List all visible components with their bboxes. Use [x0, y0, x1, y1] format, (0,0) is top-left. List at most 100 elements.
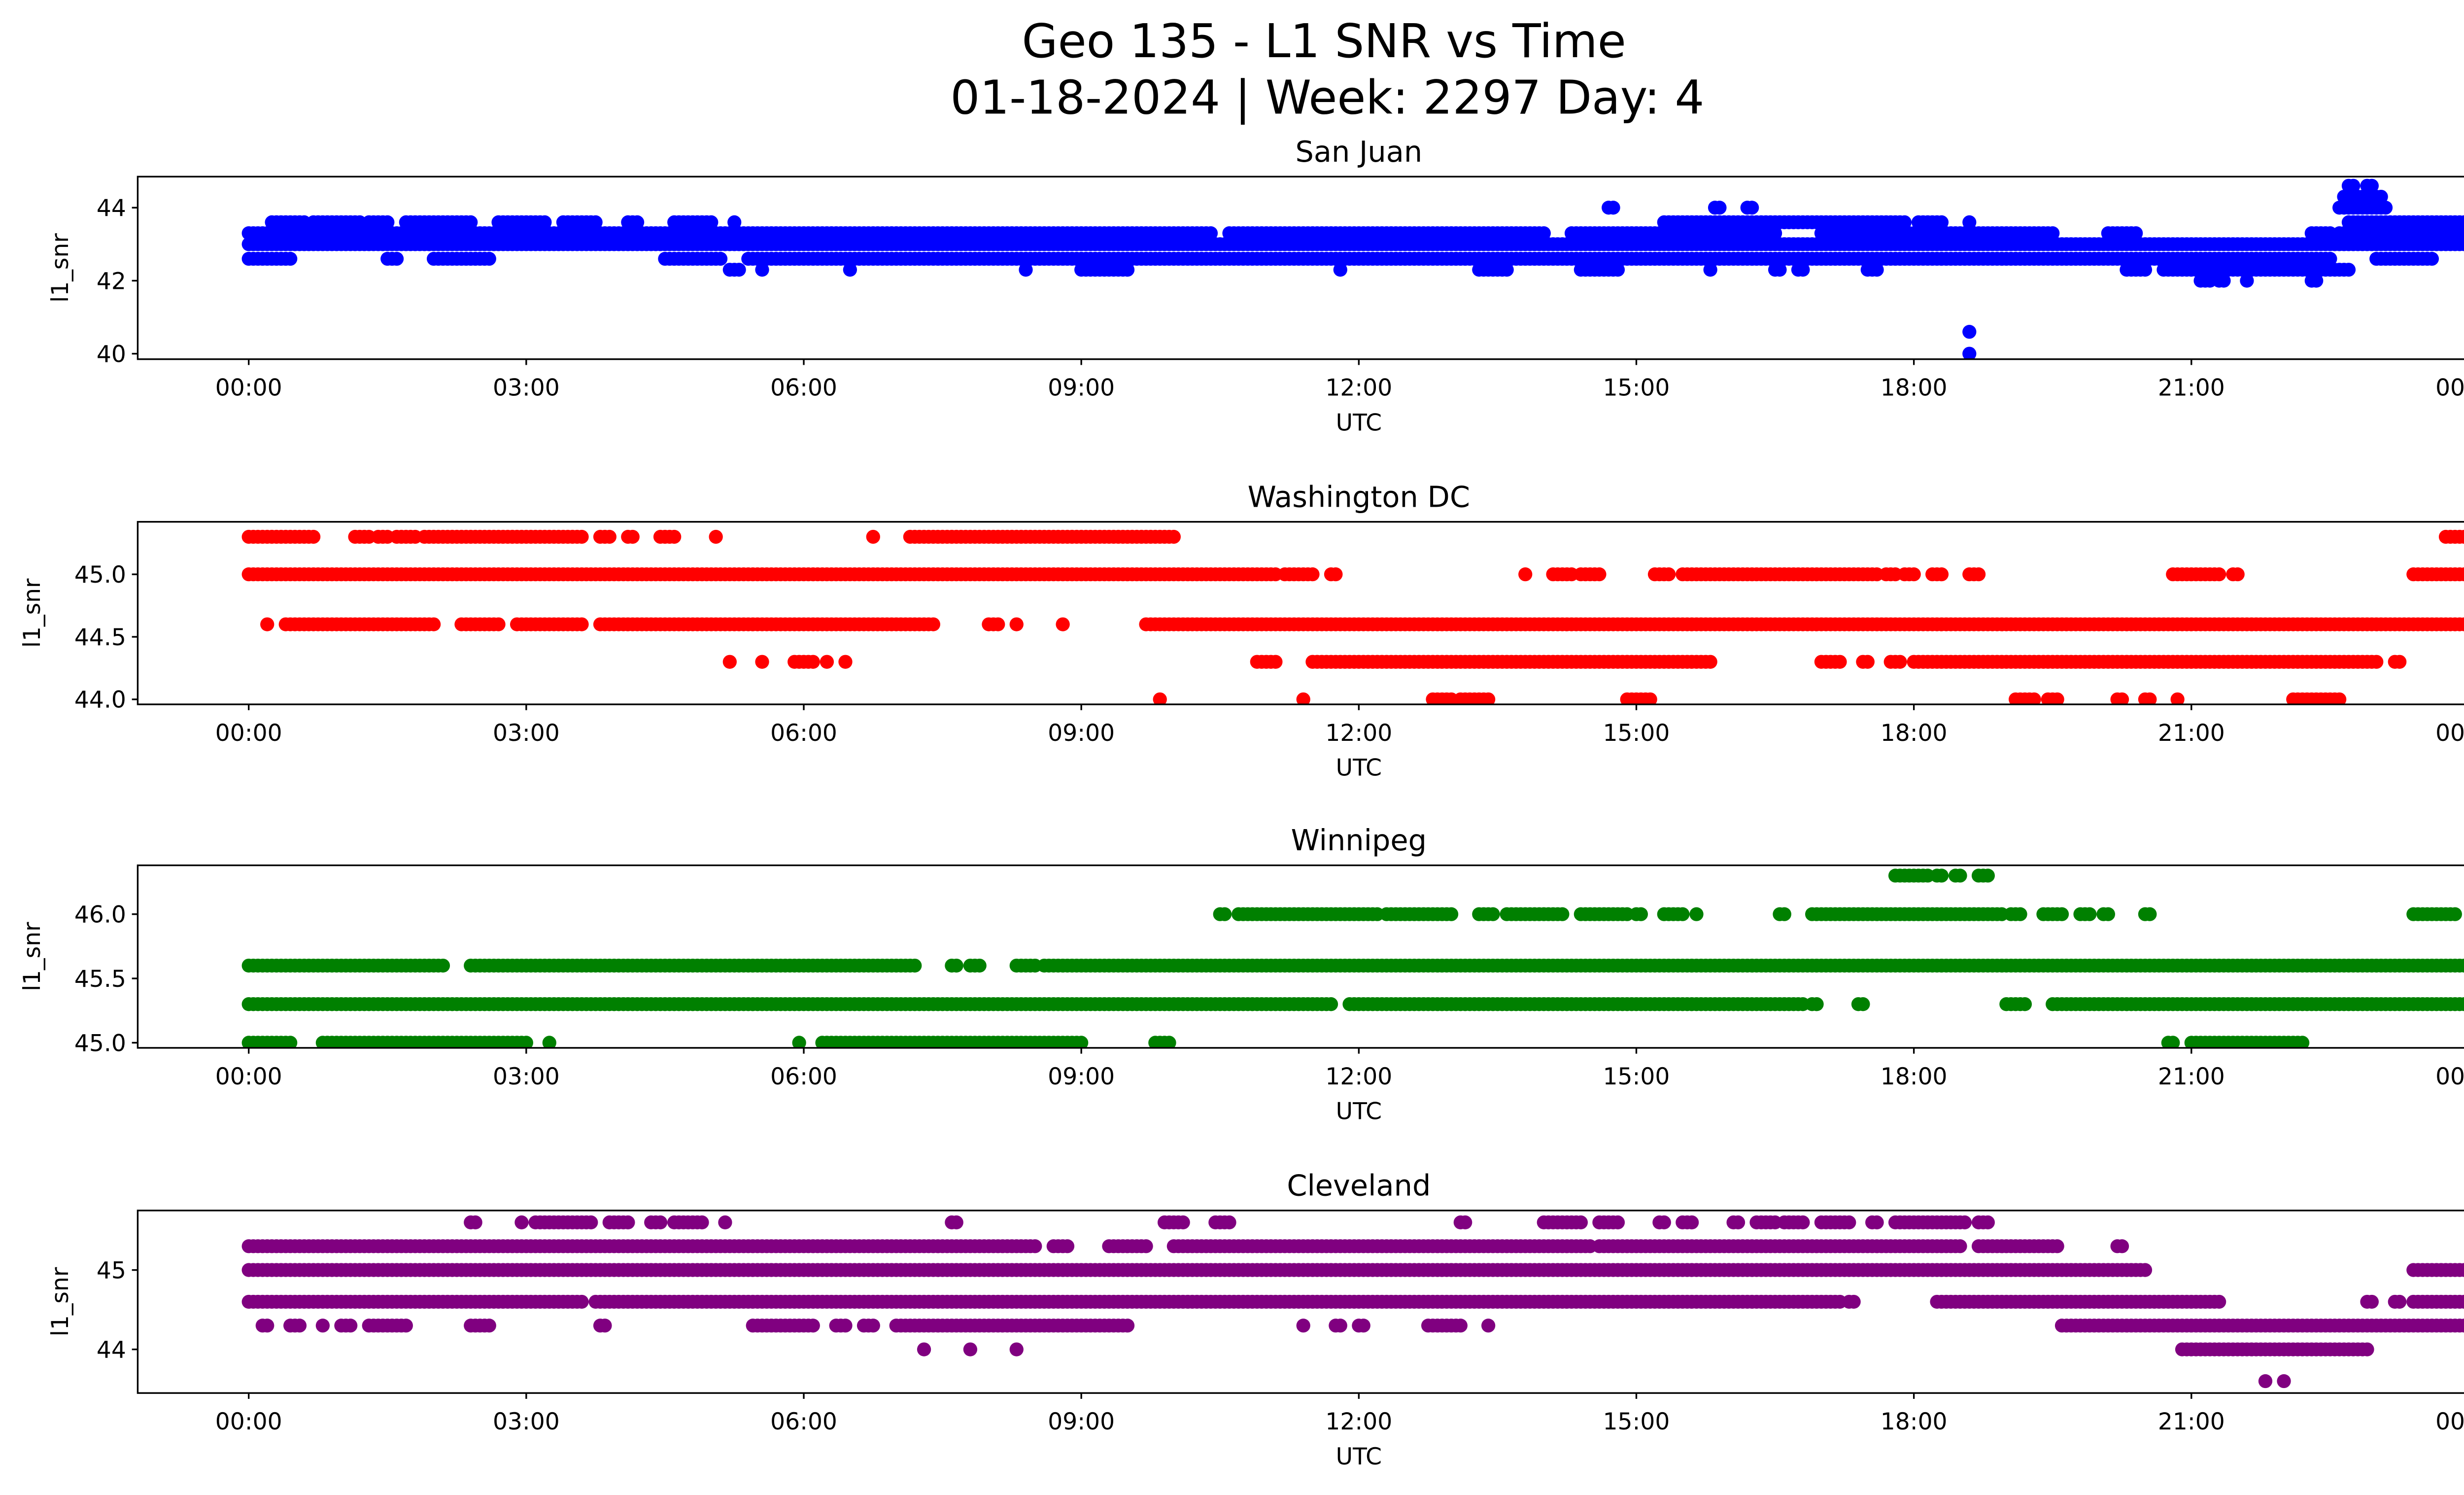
data-point	[1176, 1215, 1190, 1230]
data-point	[1856, 997, 1870, 1011]
data-point	[1537, 226, 1551, 241]
data-point	[1139, 1239, 1153, 1253]
data-point	[972, 958, 987, 973]
data-point	[838, 655, 853, 669]
x-tick-label: 03:00	[493, 375, 560, 402]
panel-title: Winnipeg	[1291, 823, 1427, 857]
data-point	[2462, 228, 2464, 239]
data-point	[755, 263, 769, 277]
data-point	[468, 1215, 482, 1230]
data-point	[755, 655, 769, 669]
x-tick-label: 12:00	[1325, 375, 1392, 402]
data-point	[908, 958, 922, 973]
data-point	[843, 263, 857, 277]
data-point	[1028, 1239, 1042, 1253]
data-point	[2295, 1036, 2310, 1048]
data-point	[2457, 1263, 2464, 1277]
data-point	[1444, 907, 1459, 921]
data-point	[1019, 263, 1033, 277]
data-point	[1643, 692, 1657, 704]
data-point	[2457, 226, 2464, 241]
x-tick-label: 09:00	[1048, 375, 1115, 402]
x-tick-label: 09:00	[1048, 1063, 1115, 1090]
data-point	[2457, 237, 2464, 251]
data-point	[1712, 201, 1727, 215]
x-tick-label: 03:00	[493, 720, 560, 747]
data-point	[727, 215, 742, 230]
x-tick-label: 18:00	[1881, 1063, 1948, 1090]
data-point	[1773, 263, 1787, 277]
data-point	[1962, 215, 1977, 230]
x-tick-label: 06:00	[770, 720, 837, 747]
data-point	[1056, 617, 1070, 631]
x-tick-label: 00:00	[215, 1063, 282, 1090]
x-axis-label: UTC	[1336, 755, 1382, 782]
data-point	[1555, 907, 1570, 921]
data-point	[820, 655, 834, 669]
data-point	[2462, 217, 2464, 227]
data-point	[2018, 997, 2032, 1011]
data-point	[1777, 907, 1791, 921]
data-point	[949, 958, 963, 973]
x-tick-label: 21:00	[2158, 720, 2225, 747]
x-tick-label: 09:00	[1048, 720, 1115, 747]
data-point	[1870, 263, 1884, 277]
data-point	[1676, 907, 1690, 921]
data-point	[2309, 274, 2324, 288]
data-point	[2457, 617, 2464, 631]
data-point	[1120, 263, 1135, 277]
data-point	[792, 1036, 806, 1048]
data-point	[514, 1215, 529, 1230]
data-point	[1768, 226, 1782, 241]
data-point	[2462, 239, 2464, 249]
y-tick-label: 44.5	[74, 624, 126, 651]
data-point	[2457, 215, 2464, 230]
data-point	[2027, 692, 2041, 704]
data-point	[1934, 567, 1949, 582]
data-point	[306, 529, 321, 544]
x-tick-label: 15:00	[1603, 1063, 1670, 1090]
data-point	[1166, 529, 1181, 544]
data-point	[732, 263, 746, 277]
data-point	[2101, 907, 2116, 921]
panel-title: San Juan	[1295, 135, 1422, 169]
data-point	[2457, 997, 2464, 1011]
data-point	[2462, 619, 2464, 629]
chart-subtitle: 01-18-2024 | Week: 2297 Day: 4	[950, 71, 1704, 125]
data-point	[2143, 907, 2157, 921]
x-tick-label: 18:00	[1881, 375, 1948, 402]
x-tick-label: 00:00	[2435, 1063, 2464, 1090]
data-point	[2378, 201, 2393, 215]
y-tick-label: 44	[97, 195, 126, 222]
data-point	[667, 529, 682, 544]
data-point	[1662, 567, 1676, 582]
data-point	[1329, 567, 1343, 582]
data-point	[991, 617, 1005, 631]
data-point	[2050, 1239, 2064, 1253]
data-point	[1934, 215, 1949, 230]
data-point	[575, 617, 589, 631]
data-point	[625, 529, 640, 544]
data-point	[709, 529, 723, 544]
data-point	[1703, 263, 1717, 277]
series-points	[241, 529, 2464, 704]
data-point	[2143, 692, 2157, 704]
data-point	[283, 251, 298, 266]
data-point	[718, 1215, 732, 1230]
data-point	[1981, 869, 1995, 883]
x-tick-label: 06:00	[770, 1063, 837, 1090]
x-tick-label: 21:00	[2158, 375, 2225, 402]
data-point	[1486, 907, 1500, 921]
y-axis-label: l1_snr	[47, 233, 74, 303]
data-point	[806, 655, 820, 669]
data-point	[866, 529, 880, 544]
data-point	[1893, 655, 1907, 669]
data-point	[538, 215, 552, 230]
data-point	[1458, 1215, 1472, 1230]
y-tick-label: 42	[97, 268, 126, 295]
data-point	[2462, 1265, 2464, 1275]
data-point	[2457, 567, 2464, 582]
series-points	[241, 178, 2464, 359]
